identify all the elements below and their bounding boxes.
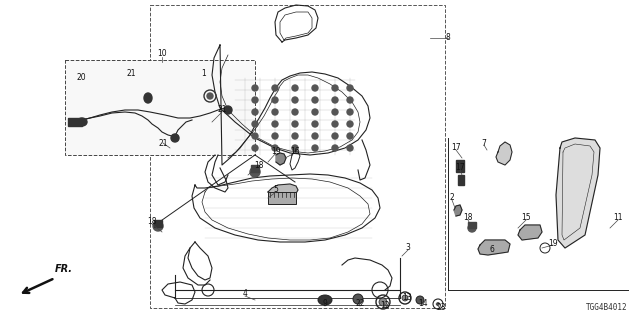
Circle shape xyxy=(332,145,338,151)
Text: FR.: FR. xyxy=(55,264,73,274)
Bar xyxy=(154,220,162,227)
Bar xyxy=(68,118,82,126)
Circle shape xyxy=(272,133,278,139)
Circle shape xyxy=(347,109,353,115)
Text: 22: 22 xyxy=(355,300,365,308)
Circle shape xyxy=(436,302,440,306)
Bar xyxy=(468,222,476,228)
Circle shape xyxy=(347,85,353,91)
Text: 11: 11 xyxy=(613,213,623,222)
Ellipse shape xyxy=(318,295,332,305)
Circle shape xyxy=(207,93,213,99)
Circle shape xyxy=(312,85,318,91)
Circle shape xyxy=(332,133,338,139)
Text: 1: 1 xyxy=(202,68,206,77)
Circle shape xyxy=(347,133,353,139)
Text: 6: 6 xyxy=(490,245,495,254)
Circle shape xyxy=(416,296,424,304)
Circle shape xyxy=(379,298,387,306)
Circle shape xyxy=(272,97,278,103)
Circle shape xyxy=(292,85,298,91)
Circle shape xyxy=(312,145,318,151)
Ellipse shape xyxy=(144,93,152,103)
Circle shape xyxy=(272,109,278,115)
Text: 20: 20 xyxy=(76,74,86,83)
Circle shape xyxy=(347,121,353,127)
Circle shape xyxy=(250,167,260,177)
Circle shape xyxy=(272,145,278,151)
Text: 2: 2 xyxy=(450,194,454,203)
Ellipse shape xyxy=(171,134,179,142)
Text: 21: 21 xyxy=(158,139,168,148)
Circle shape xyxy=(347,145,353,151)
Text: 21: 21 xyxy=(217,106,227,115)
Circle shape xyxy=(252,121,258,127)
Text: 17: 17 xyxy=(455,164,465,172)
Circle shape xyxy=(292,97,298,103)
Circle shape xyxy=(332,121,338,127)
Text: 8: 8 xyxy=(445,34,451,43)
Polygon shape xyxy=(276,153,286,165)
Circle shape xyxy=(312,109,318,115)
Text: 5: 5 xyxy=(273,186,278,195)
Circle shape xyxy=(252,85,258,91)
Ellipse shape xyxy=(77,118,87,126)
Polygon shape xyxy=(268,184,298,198)
Text: 10: 10 xyxy=(157,50,167,59)
Circle shape xyxy=(153,221,163,231)
Text: 17: 17 xyxy=(451,143,461,153)
Bar xyxy=(65,60,255,155)
Text: 9: 9 xyxy=(323,300,328,308)
Circle shape xyxy=(468,224,476,232)
Text: 3: 3 xyxy=(406,244,410,252)
Circle shape xyxy=(272,121,278,127)
Circle shape xyxy=(332,109,338,115)
Circle shape xyxy=(312,121,318,127)
Circle shape xyxy=(252,109,258,115)
Text: 4: 4 xyxy=(243,290,248,299)
Text: 23: 23 xyxy=(436,303,446,313)
Bar xyxy=(150,5,445,308)
Circle shape xyxy=(292,109,298,115)
Circle shape xyxy=(353,294,363,304)
Ellipse shape xyxy=(224,106,232,114)
Polygon shape xyxy=(454,205,462,216)
Circle shape xyxy=(332,85,338,91)
Text: 18: 18 xyxy=(254,161,264,170)
Bar xyxy=(251,165,259,172)
Circle shape xyxy=(252,97,258,103)
Circle shape xyxy=(292,145,298,151)
Bar xyxy=(268,192,296,204)
Bar xyxy=(456,160,464,172)
Text: 13: 13 xyxy=(402,293,412,302)
Text: 19: 19 xyxy=(548,238,558,247)
Circle shape xyxy=(292,133,298,139)
Text: 14: 14 xyxy=(418,300,428,308)
Text: 21: 21 xyxy=(126,68,136,77)
Circle shape xyxy=(252,145,258,151)
Circle shape xyxy=(312,133,318,139)
Text: 19: 19 xyxy=(271,148,281,156)
Circle shape xyxy=(402,295,408,301)
Circle shape xyxy=(272,85,278,91)
Text: TGG4B4012: TGG4B4012 xyxy=(586,303,628,312)
Polygon shape xyxy=(556,138,600,248)
Circle shape xyxy=(292,121,298,127)
Circle shape xyxy=(332,97,338,103)
Circle shape xyxy=(312,97,318,103)
Bar xyxy=(458,175,464,185)
Text: 12: 12 xyxy=(380,301,390,310)
Circle shape xyxy=(347,97,353,103)
Text: 7: 7 xyxy=(481,139,486,148)
Text: 18: 18 xyxy=(463,213,473,222)
Polygon shape xyxy=(496,142,512,165)
Circle shape xyxy=(252,133,258,139)
Polygon shape xyxy=(478,240,510,255)
Text: 16: 16 xyxy=(290,148,300,156)
Polygon shape xyxy=(518,225,542,240)
Text: 15: 15 xyxy=(521,213,531,222)
Text: 18: 18 xyxy=(147,218,157,227)
